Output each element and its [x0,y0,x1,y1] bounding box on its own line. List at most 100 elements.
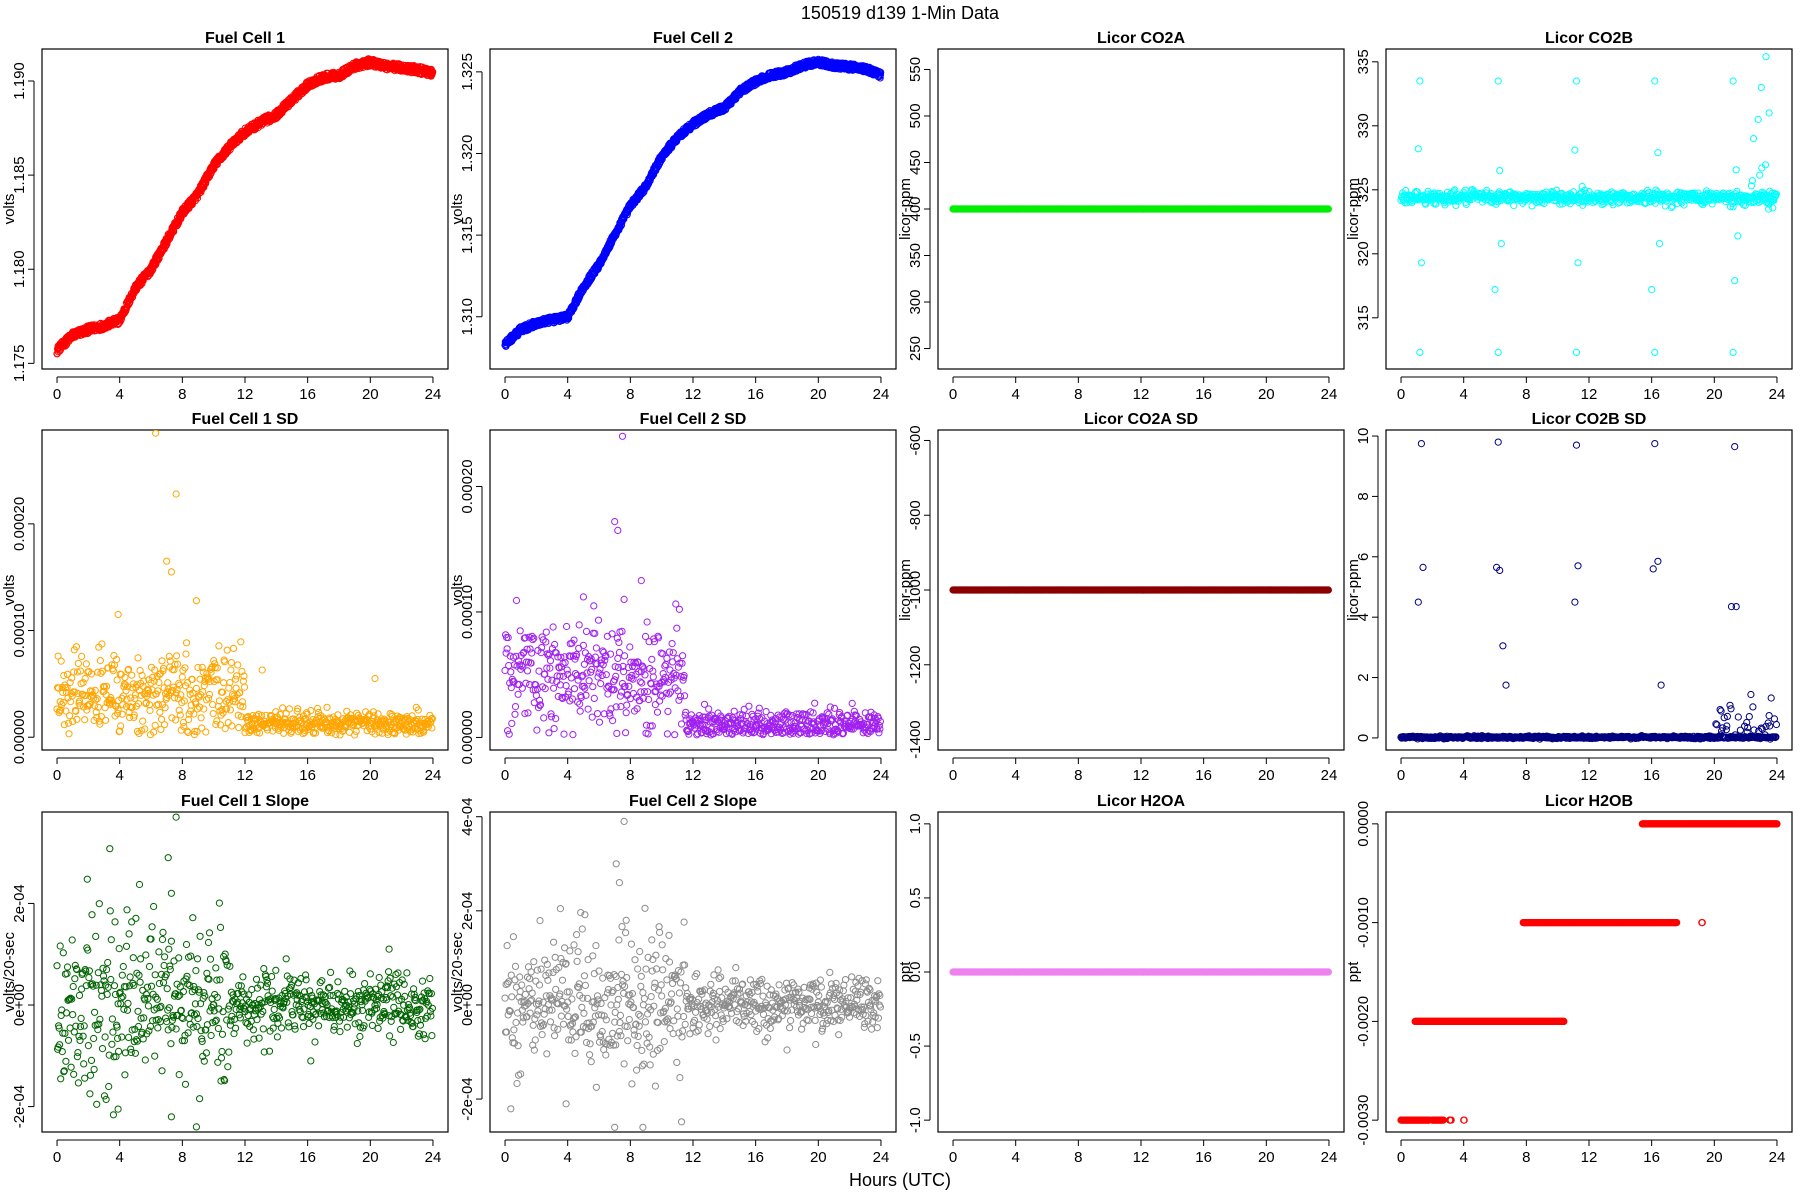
data-point [221,658,229,666]
data-point [181,664,189,672]
data-point [216,721,225,729]
data-point [236,689,244,697]
data-point [238,698,246,706]
data-point [176,711,184,719]
data-point [96,720,104,728]
data-point [1579,201,1587,209]
y-tick-label: 325 [1355,177,1372,202]
data-point [204,694,213,702]
data-point [213,664,221,672]
data-point [171,660,179,669]
data-point [293,707,301,715]
data-point [59,698,67,707]
data-point [125,665,133,673]
y-tick-label: 250 [907,336,924,361]
data-point [161,721,169,729]
y-axis-label: volts [449,194,466,225]
data-point [263,726,272,734]
y-tick-label: 550 [907,57,924,82]
data-point [66,712,74,720]
data-point [179,718,187,727]
y-tick-label: 400 [907,196,924,221]
x-tick-label: 8 [1074,386,1082,403]
data-point [190,710,198,718]
data-point [1497,240,1505,248]
y-tick-label: 1.320 [459,135,476,173]
data-point [66,679,74,687]
data-point [206,678,214,686]
data-point [97,669,105,677]
data-point [144,686,152,695]
data-point [238,667,246,676]
data-point [188,675,196,684]
data-point [166,657,174,665]
data-point [79,679,87,687]
data-point [1417,259,1426,267]
data-point [247,715,255,723]
data-point [1572,348,1581,356]
data-point [61,342,69,350]
data-point [118,710,126,718]
data-point [197,714,205,722]
data-point [185,715,193,724]
data-point [252,712,261,720]
data-point [1765,109,1773,117]
data-point [212,720,220,729]
data-point [1642,198,1650,207]
data-point [114,706,122,714]
data-point [1762,53,1770,61]
data-point [227,659,235,667]
plot-frame [937,48,1345,370]
data-point [1748,177,1757,185]
data-point [877,68,885,77]
data-point [1651,77,1659,85]
data-point [183,727,191,735]
data-point [149,673,157,682]
x-tick-label: 12 [237,386,254,403]
data-point [57,657,65,665]
y-tick-label: 0.00020 [11,497,28,551]
data-point [159,667,167,675]
data-point [1732,166,1740,174]
data-point [1416,77,1424,85]
x-tick-label: 12 [237,767,254,784]
data-point [135,686,144,695]
x-tick-label: 0 [501,386,509,403]
data-point [97,713,106,721]
panel-title: Licor CO2A [1097,30,1185,47]
data-point [164,679,172,687]
data-point [98,667,107,675]
x-tick-label: 4 [1460,386,1468,403]
data-point [193,194,202,202]
data-point [207,668,215,676]
y-tick-label: 1.310 [459,298,476,336]
data-point [124,666,132,674]
data-point [122,687,130,695]
data-point [226,678,234,687]
data-point [123,683,132,691]
y-tick-label: 1.190 [11,62,28,100]
x-tick-label: 24 [425,767,442,784]
data-point [1749,135,1758,143]
data-point [91,686,99,695]
data-point [92,708,100,716]
data-point [155,254,163,262]
data-point [154,687,162,695]
data-point [130,711,138,719]
x-tick-label: 24 [1769,386,1786,403]
data-point [1734,232,1742,240]
data-point [214,676,222,684]
y-axis-label: licor-ppm [1345,178,1362,240]
x-tick-label: 8 [626,386,634,403]
data-point [151,666,159,674]
data-point [202,696,210,704]
x-axis: 0 4 8 12 16 20 24 [53,757,442,784]
y-axis-label: volts [1,575,18,606]
data-point [231,698,239,706]
data-point [168,714,176,722]
y-tick-label: 1.185 [11,156,28,194]
data-point [161,704,169,712]
